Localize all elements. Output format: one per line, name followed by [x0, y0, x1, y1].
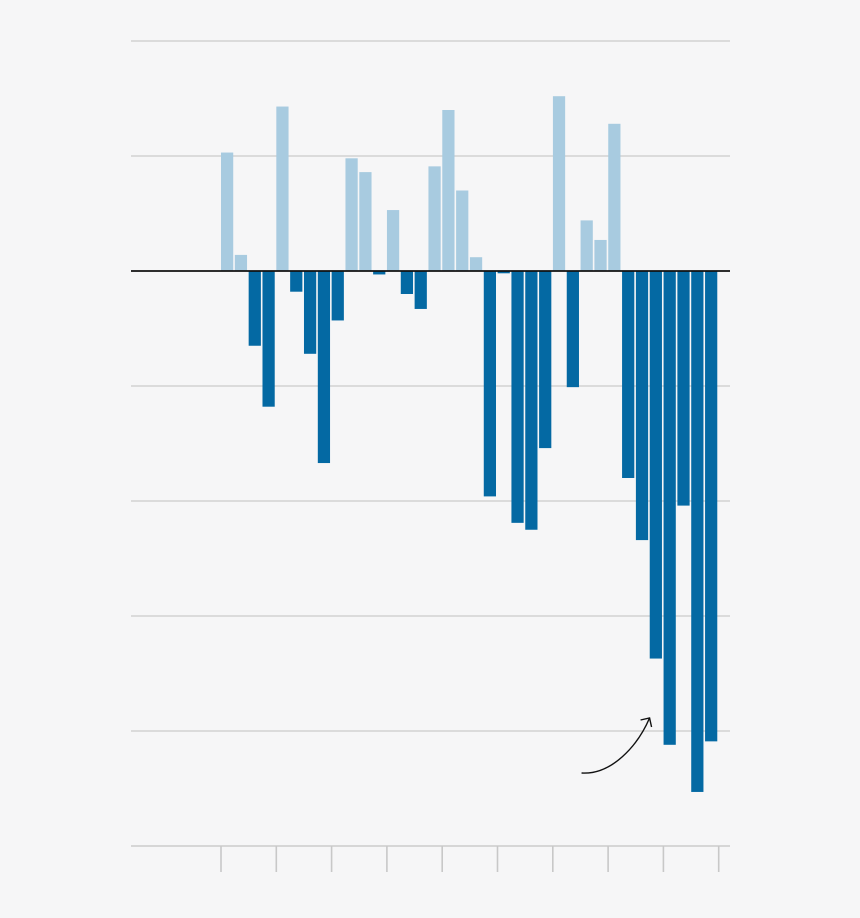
bar-21 [497, 271, 510, 274]
bar-34 [677, 271, 690, 506]
bar-14 [400, 271, 414, 294]
bars [221, 96, 718, 792]
bar-13 [386, 210, 400, 271]
bar-16 [428, 166, 441, 271]
bar-8 [317, 271, 331, 464]
bar-23 [525, 271, 538, 530]
bar-28 [594, 239, 607, 271]
bar-30 [622, 271, 635, 478]
bar-2 [234, 254, 248, 271]
bar-6 [290, 271, 303, 292]
annotation-arrowhead [640, 717, 653, 728]
bar-35 [691, 271, 704, 792]
bar-10 [345, 158, 358, 271]
bar-7 [303, 271, 317, 354]
bar-29 [608, 123, 621, 271]
bar-26 [566, 271, 579, 388]
bar-15 [414, 271, 427, 309]
bar-31 [635, 271, 649, 541]
bar-19 [469, 257, 483, 271]
bar-1 [221, 152, 234, 271]
x-axis [131, 270, 730, 872]
bar-18 [456, 190, 469, 271]
annotation-arrow [581, 717, 651, 774]
annotations [581, 717, 653, 774]
bar-36 [705, 271, 718, 742]
bar-22 [511, 271, 524, 523]
bar-32 [649, 271, 662, 659]
bar-3 [248, 271, 261, 346]
bar-11 [359, 172, 372, 271]
bar-17 [442, 110, 455, 271]
bar-5 [276, 106, 289, 271]
bar-24 [539, 271, 552, 449]
bar-12 [373, 271, 386, 275]
bar-20 [483, 271, 496, 497]
bar-33 [663, 271, 676, 745]
bar-25 [552, 96, 566, 271]
bar-27 [580, 220, 593, 271]
bar-4 [262, 271, 275, 407]
bar-9 [331, 271, 344, 321]
